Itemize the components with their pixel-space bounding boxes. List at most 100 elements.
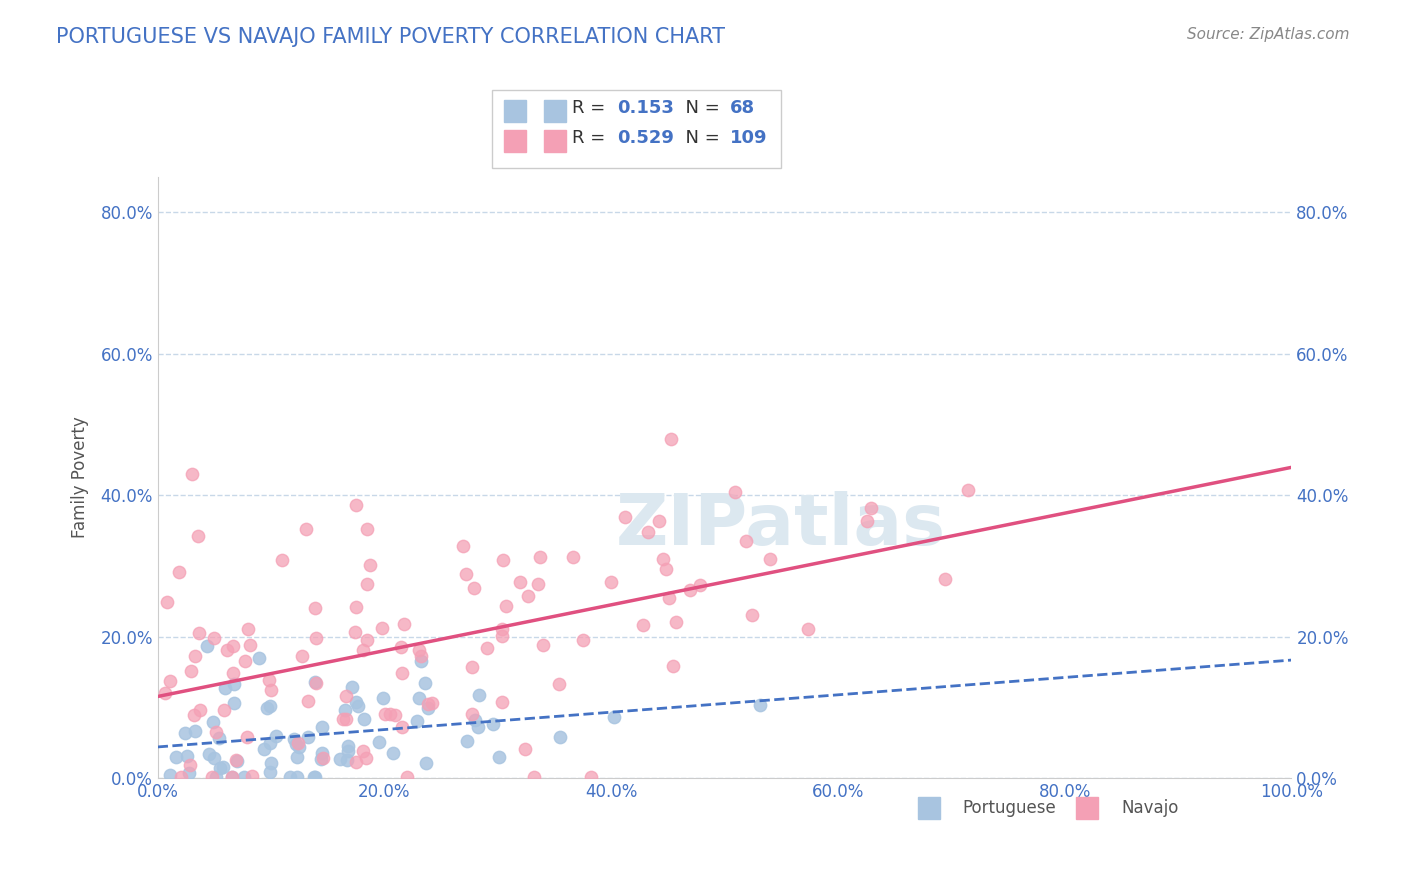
Point bbox=[202, 714, 225, 729]
Point bbox=[179, 766, 201, 780]
Point bbox=[226, 754, 249, 768]
Point bbox=[304, 601, 326, 615]
Point bbox=[179, 757, 201, 772]
Point bbox=[187, 626, 209, 640]
Point bbox=[522, 770, 544, 784]
Point bbox=[411, 649, 433, 664]
Point bbox=[408, 691, 430, 706]
Point bbox=[759, 552, 782, 566]
Point bbox=[204, 725, 226, 739]
Point bbox=[297, 730, 319, 744]
Point bbox=[665, 615, 688, 629]
Point bbox=[335, 712, 357, 726]
Text: Source: ZipAtlas.com: Source: ZipAtlas.com bbox=[1187, 27, 1350, 42]
Point bbox=[333, 703, 356, 717]
Point bbox=[409, 654, 432, 668]
Point bbox=[353, 713, 375, 727]
Point bbox=[461, 660, 484, 674]
Point bbox=[356, 523, 378, 537]
Point bbox=[183, 707, 205, 722]
Point bbox=[184, 723, 207, 738]
Point bbox=[287, 735, 309, 749]
Point bbox=[198, 747, 221, 762]
Point bbox=[309, 752, 332, 766]
Point bbox=[415, 756, 437, 770]
Point bbox=[527, 577, 550, 591]
Point bbox=[408, 643, 430, 657]
Point bbox=[463, 582, 485, 596]
Point bbox=[468, 688, 491, 702]
Point bbox=[637, 524, 659, 539]
Point bbox=[749, 698, 772, 712]
Point bbox=[491, 695, 513, 709]
Point bbox=[599, 574, 621, 589]
Point bbox=[934, 572, 956, 586]
Point bbox=[392, 617, 415, 632]
Point bbox=[603, 709, 626, 723]
Point bbox=[278, 770, 301, 784]
Point bbox=[311, 721, 333, 735]
Point bbox=[467, 720, 489, 734]
Point bbox=[259, 736, 281, 750]
Point bbox=[492, 553, 515, 567]
Point bbox=[247, 650, 270, 665]
Point bbox=[287, 740, 309, 755]
Point bbox=[648, 514, 671, 528]
Point bbox=[461, 706, 484, 721]
Point bbox=[174, 726, 197, 740]
Point bbox=[343, 624, 366, 639]
Point bbox=[548, 677, 571, 691]
Point bbox=[181, 467, 204, 481]
Point bbox=[356, 632, 378, 647]
Point bbox=[259, 765, 281, 780]
Point bbox=[170, 770, 193, 784]
Point bbox=[651, 551, 673, 566]
Point bbox=[180, 665, 202, 679]
Point bbox=[283, 731, 305, 746]
Point bbox=[346, 699, 368, 714]
Text: 109: 109 bbox=[730, 129, 768, 147]
Point bbox=[184, 649, 207, 664]
Point bbox=[491, 622, 513, 636]
Point bbox=[517, 590, 540, 604]
Point bbox=[352, 744, 374, 758]
Point bbox=[957, 483, 980, 497]
Point bbox=[208, 731, 231, 746]
Point bbox=[658, 591, 681, 605]
Point bbox=[201, 770, 224, 784]
Point bbox=[233, 654, 256, 668]
Point bbox=[396, 770, 419, 784]
Point bbox=[236, 622, 259, 636]
Point bbox=[212, 760, 235, 774]
Point bbox=[304, 770, 326, 784]
Point bbox=[548, 730, 571, 744]
Point bbox=[367, 735, 389, 749]
Point bbox=[337, 739, 360, 753]
Point bbox=[418, 700, 440, 714]
Point bbox=[529, 550, 551, 565]
Point bbox=[297, 694, 319, 708]
Point bbox=[257, 673, 280, 688]
Point bbox=[311, 747, 333, 761]
Text: ZIPatlas: ZIPatlas bbox=[616, 491, 946, 560]
Point bbox=[204, 770, 226, 784]
Point bbox=[222, 677, 245, 691]
Point bbox=[176, 749, 198, 764]
Point bbox=[239, 638, 262, 652]
Point bbox=[167, 565, 190, 579]
Point bbox=[336, 744, 359, 758]
Point bbox=[212, 703, 235, 717]
Point bbox=[561, 549, 583, 564]
Point bbox=[356, 576, 378, 591]
Point bbox=[689, 578, 711, 592]
Point bbox=[384, 708, 406, 723]
Text: 0.153: 0.153 bbox=[617, 99, 673, 117]
Point bbox=[655, 561, 678, 575]
Point bbox=[204, 632, 226, 646]
Point bbox=[159, 674, 181, 689]
Text: 68: 68 bbox=[730, 99, 755, 117]
Point bbox=[253, 742, 276, 756]
Point bbox=[515, 742, 537, 756]
Point bbox=[260, 682, 283, 697]
Point bbox=[571, 633, 593, 648]
